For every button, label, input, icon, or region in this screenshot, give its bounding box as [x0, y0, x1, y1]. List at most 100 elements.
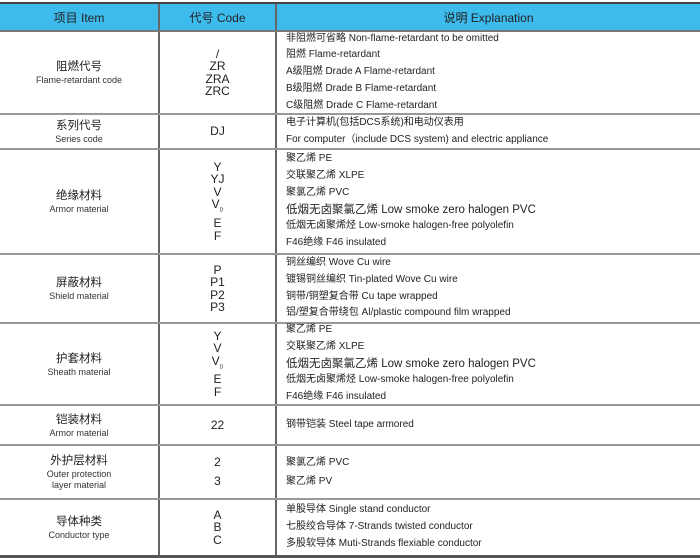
code: V [213, 184, 222, 199]
code: ZRA [205, 71, 230, 86]
item-cell: 屏蔽材料 Shield material [0, 255, 160, 322]
item-cell: 导体种类 Conductor type [0, 500, 160, 555]
code: VD [211, 197, 224, 214]
explanation-line: F46绝缘 F46 insulated [286, 391, 387, 403]
code: V [213, 341, 222, 356]
item-en: Armor material [49, 427, 109, 438]
header-code: 代号 Code [160, 4, 277, 30]
explanation-line: 聚乙烯 PE [286, 153, 333, 165]
explanation-line: 低烟无卤聚氯乙烯 Low smoke zero halogen PVC [286, 357, 536, 370]
item-en: Series code [55, 134, 103, 144]
table-row: 绝缘材料 Armor material Y YJ V VD E F 聚乙烯 PE 交联聚乙烯 XL… [0, 150, 700, 255]
explanation-line: 聚氯乙烯 PVC [286, 457, 350, 468]
item-cell: 绝缘材料 Armor material [0, 150, 160, 253]
explanation-cell: 钢带铠装 Steel tape armored [277, 406, 700, 444]
table-row: 护套材料 Sheath material Y V VD E F 聚乙烯 PE 交联聚乙烯 XLP… [0, 324, 700, 406]
item-zh: 护套材料 [56, 352, 102, 365]
explanation-line: 交联聚乙烯 XLPE [286, 340, 365, 352]
code: YJ [210, 172, 225, 187]
header-item: 项目 Item [0, 4, 160, 30]
item-en: Sheath material [47, 366, 111, 377]
code: / [215, 46, 220, 61]
item-cell: 阻燃代号 Flame-retardant code [0, 32, 160, 113]
code: ZR [209, 59, 226, 73]
item-zh: 系列代号 [56, 120, 102, 132]
explanation-line: 七股绞合导体 7-Strands twisted conductor [286, 521, 473, 533]
item-zh: 绝缘材料 [56, 190, 102, 202]
item-zh: 外护层材料 [50, 455, 108, 467]
code: F [213, 384, 222, 399]
table-row: 阻燃代号 Flame-retardant code / ZR ZRA ZRC 非阻燃可省略 … [0, 32, 700, 115]
explanation-cell: 聚乙烯 PE 交联聚乙烯 XLPE 低烟无卤聚氯乙烯 Low smoke zero … [277, 324, 700, 404]
table-row: 铠装材料 Armor material 22 钢带铠装 Steel tape armo… [0, 406, 700, 446]
code-cell: 22 [160, 406, 277, 444]
code: DJ [210, 124, 225, 139]
explanation-line: 低烟无卤聚烯烃 Low-smoke halogen-free polyolefi… [286, 374, 514, 386]
explanation-line: 多股软导体 Muti-Strands flexiable conductor [286, 537, 482, 549]
item-zh: 导体种类 [56, 516, 102, 528]
explanation-line: 低烟无卤聚氯乙烯 Low smoke zero halogen PVC [286, 203, 536, 216]
explanation-line: F46绝缘 F46 insulated [286, 237, 387, 249]
item-cell: 系列代号 Series code [0, 115, 160, 148]
code: Y [213, 159, 222, 174]
code: 2 [214, 455, 221, 469]
explanation-line: B级阻燃 Drade B Flame-retardant [286, 82, 437, 94]
code: B [213, 520, 222, 535]
code: 22 [210, 417, 225, 432]
code: P [213, 262, 222, 277]
explanation-line: 阻燃 Flame-retardant [286, 49, 380, 61]
code: P1 [210, 275, 225, 289]
code: A [213, 507, 222, 522]
explanation-line: For computer（include DCS system) and ele… [286, 133, 549, 145]
explanation-cell: 非阻燃可省略 Non-flame-retardant to be omitted… [277, 32, 700, 113]
explanation-line: 单股导体 Single stand conductor [286, 504, 431, 516]
explanation-cell: 聚乙烯 PE 交联聚乙烯 XLPE 聚氯乙烯 PVC 低烟无卤聚氯乙烯 Low smo… [277, 150, 700, 253]
item-en: Shield material [49, 291, 109, 301]
item-zh: 阻燃代号 [56, 61, 102, 73]
code: 3 [214, 474, 221, 488]
item-en: Armor material [49, 204, 109, 214]
code-cell: Y YJ V VD E F [160, 150, 277, 253]
explanation-line: 非阻燃可省略 Non-flame-retardant to be omitted [286, 32, 499, 44]
table-row: 系列代号 Series code DJ 电子计算机(包括DCS系统)和电动仪表用 For… [0, 115, 700, 150]
code: Y [213, 328, 222, 343]
item-en: Conductor type [48, 530, 110, 540]
explanation-line: 聚氯乙烯 PVC [286, 186, 350, 198]
item-zh: 铠装材料 [56, 413, 102, 426]
explanation-cell: 电子计算机(包括DCS系统)和电动仪表用 For computer（include… [277, 115, 700, 148]
explanation-line: A级阻燃 Drade A Flame-retardant [286, 66, 435, 78]
item-en: Flame-retardant code [35, 75, 123, 85]
explanation-line: 聚乙烯 PE [286, 324, 333, 336]
item-en: Outer protection [46, 469, 112, 479]
item-en: layer material [51, 480, 107, 490]
code: P2 [210, 287, 225, 302]
explanation-cell: 铜丝编织 Wove Cu wire 镀锡铜丝编织 Tin-plated Wove … [277, 255, 700, 322]
table-row: 屏蔽材料 Shield material P P1 P2 P3 铜丝编织 Wove Cu w… [0, 255, 700, 324]
header-explanation: 说明 Explanation [443, 10, 534, 25]
explanation-line: 镀锡铜丝编织 Tin-plated Wove Cu wire [286, 273, 458, 285]
explanation-line: 电子计算机(包括DCS系统)和电动仪表用 [286, 116, 464, 128]
code: E [213, 372, 222, 387]
code: P3 [210, 300, 225, 314]
code: C [213, 532, 222, 547]
explanation-line: 聚乙烯 PV [286, 476, 333, 487]
explanation-line: 钢带铠装 Steel tape armored [286, 418, 414, 430]
explanation-line: 低烟无卤聚烯烃 Low-smoke halogen-free polyolefi… [286, 220, 514, 232]
code: ZRC [205, 84, 230, 98]
code-cell: Y V VD E F [160, 324, 277, 404]
table-header: 项目 Item 代号 Code 说明 Explanation [0, 4, 700, 32]
item-cell: 护套材料 Sheath material [0, 324, 160, 404]
code: VD [211, 353, 224, 370]
code-cell: P P1 P2 P3 [160, 255, 277, 322]
item-cell: 外护层材料 Outer protection layer material [0, 446, 160, 498]
table-row: 导体种类 Conductor type A B C 单股导体 Single stand c… [0, 500, 700, 555]
explanation-line: 交联聚乙烯 XLPE [286, 169, 365, 181]
explanation-line: C级阻燃 Drade C Flame-retardant [286, 99, 438, 111]
code-cell: DJ [160, 115, 277, 148]
explanation-line: 铜丝编织 Wove Cu wire [286, 256, 391, 268]
table-row: 外护层材料 Outer protection layer material 2 3 聚氯乙… [0, 446, 700, 500]
explanation-cell: 单股导体 Single stand conductor 七股绞合导体 7-Stra… [277, 500, 700, 555]
